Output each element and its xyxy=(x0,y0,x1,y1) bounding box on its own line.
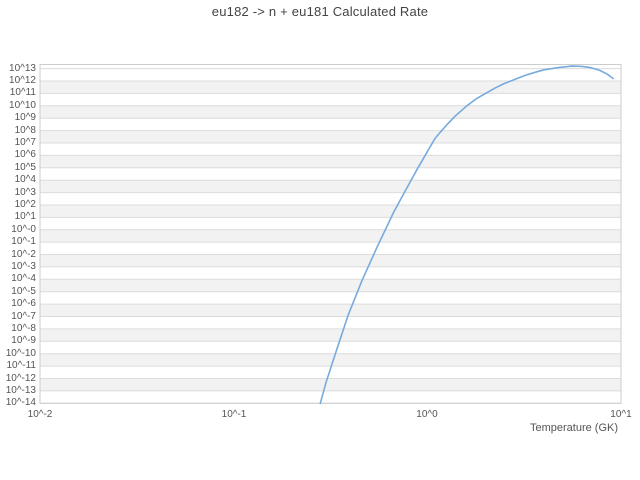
plot-band xyxy=(40,378,621,391)
plot-band xyxy=(40,353,621,367)
plot-bands xyxy=(40,81,621,391)
y-tick-label: 10^-0 xyxy=(11,224,36,235)
x-axis-title: Temperature (GK) xyxy=(529,422,618,434)
y-tick-label: 10^-5 xyxy=(11,286,36,297)
y-tick-label: 10^-2 xyxy=(11,249,36,260)
rate-curve xyxy=(319,65,614,405)
y-tick-label: 10^-13 xyxy=(5,385,36,396)
y-tick-label: 10^-10 xyxy=(5,348,36,359)
plot-band xyxy=(40,105,621,119)
plot-band xyxy=(40,254,621,267)
y-tick-label: 10^-1 xyxy=(11,236,36,247)
y-tick-label: 10^11 xyxy=(9,87,36,98)
x-tick-label: 10^-1 xyxy=(221,409,247,420)
y-tick-label: 10^13 xyxy=(9,63,36,74)
y-tick-label: 10^-8 xyxy=(11,323,36,334)
y-tick-label: 10^-3 xyxy=(11,261,36,272)
y-tick-label: 10^10 xyxy=(9,100,36,111)
y-tick-label: 10^-6 xyxy=(11,298,36,309)
y-tick-label: 10^-9 xyxy=(11,335,36,346)
plot-band xyxy=(40,205,621,218)
y-tick-label: 10^5 xyxy=(14,162,36,173)
y-tick-label: 10^2 xyxy=(14,199,36,210)
y-tick-label: 10^-11 xyxy=(6,360,36,371)
y-tick-label: 10^3 xyxy=(14,187,36,198)
plot-band xyxy=(40,229,621,243)
y-tick-label: 10^1 xyxy=(14,211,36,222)
plot-border xyxy=(39,64,622,404)
y-tick-label: 10^-7 xyxy=(11,311,36,322)
y-tick-label: 10^7 xyxy=(14,137,36,148)
plot-band xyxy=(40,180,621,193)
plot-band xyxy=(40,328,621,342)
plot-band xyxy=(40,279,621,292)
y-tick-label: 10^-12 xyxy=(5,373,36,384)
x-tick-label: 10^0 xyxy=(416,409,438,420)
x-tick-label: 10^-2 xyxy=(27,409,53,420)
plot-band xyxy=(40,155,621,168)
plot-band xyxy=(40,130,621,143)
x-tick-label: 10^1 xyxy=(610,409,632,420)
plot-band xyxy=(40,304,621,317)
y-tick-label: 10^9 xyxy=(14,112,36,123)
y-tick-label: 10^6 xyxy=(14,149,36,160)
y-tick-label: 10^-4 xyxy=(11,273,36,284)
y-tick-label: 10^-14 xyxy=(5,397,36,408)
y-tick-label: 10^12 xyxy=(9,75,36,86)
y-tick-label: 10^8 xyxy=(14,125,36,136)
y-tick-label: 10^4 xyxy=(14,174,36,185)
chart-title: eu182 -> n + eu181 Calculated Rate xyxy=(211,4,429,19)
plot-band xyxy=(40,81,621,94)
